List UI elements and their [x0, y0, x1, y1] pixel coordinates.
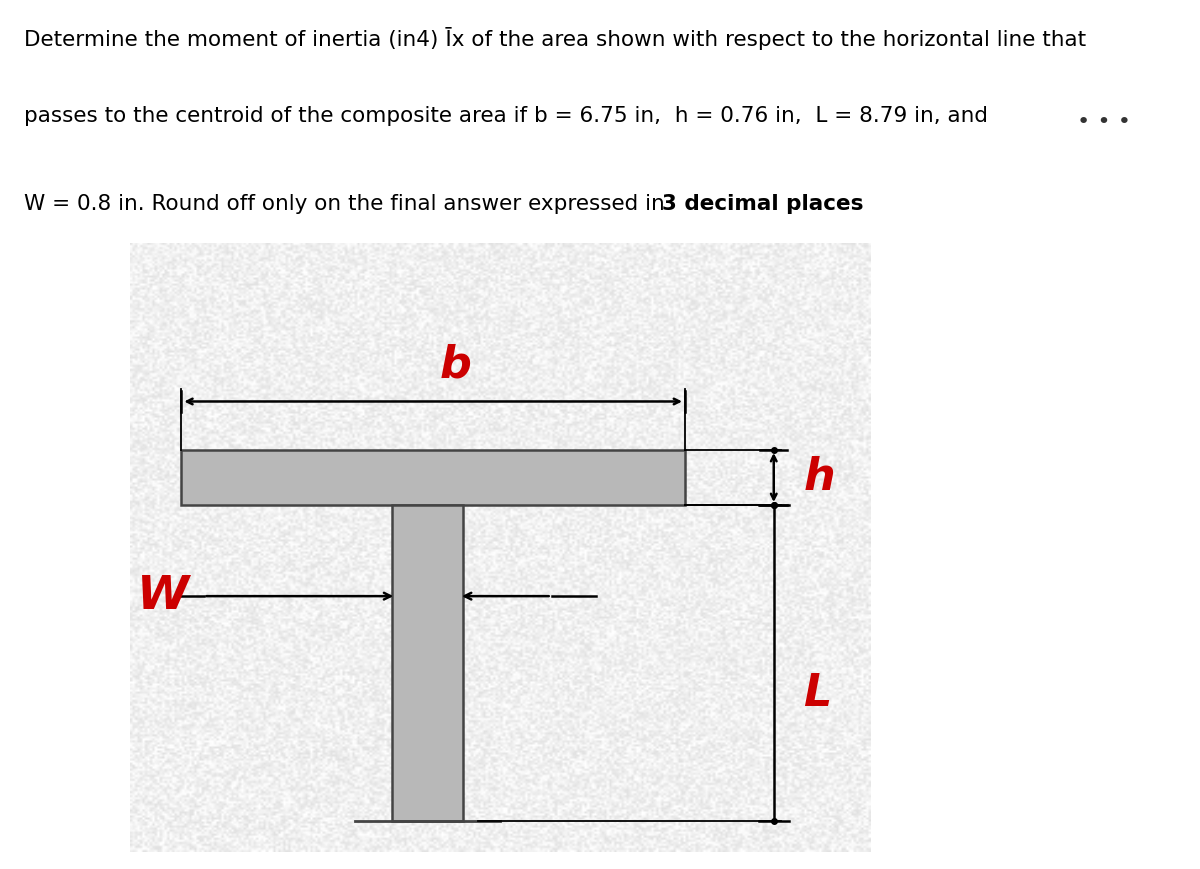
Text: L: L [803, 672, 832, 715]
Bar [392, 505, 463, 821]
Text: b: b [439, 343, 472, 386]
Text: h: h [803, 456, 835, 499]
Text: passes to the centroid of the composite area if b = 6.75 in,  h = 0.76 in,  L = : passes to the centroid of the composite … [24, 106, 988, 126]
Bar [181, 450, 685, 505]
Text: Determine the moment of inertia (in4) Īx of the area shown with respect to the h: Determine the moment of inertia (in4) Īx… [24, 27, 1086, 50]
Text: W = 0.8 in. Round off only on the final answer expressed in: W = 0.8 in. Round off only on the final … [24, 194, 671, 214]
Text: W: W [137, 574, 190, 619]
Text: .: . [793, 194, 800, 214]
Text: • • •: • • • [1078, 111, 1132, 132]
Text: 3 decimal places: 3 decimal places [661, 194, 863, 214]
